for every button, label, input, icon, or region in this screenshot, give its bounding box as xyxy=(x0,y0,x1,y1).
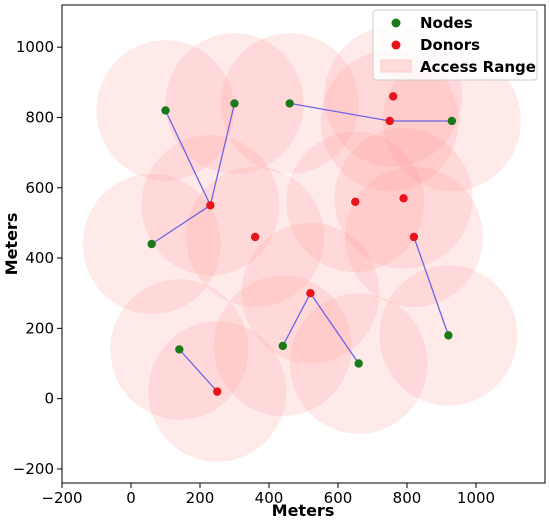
x-tick-label: 1000 xyxy=(457,489,495,507)
node-point xyxy=(278,341,287,351)
x-tick-label: 400 xyxy=(255,489,284,507)
y-tick-label: 600 xyxy=(25,179,54,197)
node-point xyxy=(354,359,363,368)
node-point xyxy=(175,345,184,354)
legend: Nodes Donors Access Range xyxy=(372,9,538,81)
link-line xyxy=(164,110,211,206)
x-tick-label: 600 xyxy=(324,489,353,507)
donor-point xyxy=(399,194,408,203)
donor-point xyxy=(351,197,360,207)
y-axis: −200 0 200 400 600 800 1000 xyxy=(13,38,62,478)
link-line xyxy=(178,349,218,393)
x-axis-title: Meters xyxy=(272,501,335,520)
node-point xyxy=(147,239,156,249)
legend-label-access-range: Access Range xyxy=(420,58,536,76)
access-range-layer xyxy=(82,26,521,462)
donor-point xyxy=(389,92,398,101)
node-point xyxy=(447,116,457,126)
donor-point xyxy=(206,201,215,210)
link-line xyxy=(209,103,236,206)
link-layer xyxy=(151,102,452,393)
point-layer xyxy=(147,92,457,396)
y-tick-label: 400 xyxy=(25,249,54,267)
link-line xyxy=(282,292,311,347)
node-point xyxy=(285,99,294,108)
legend-marker-access-range xyxy=(380,59,412,73)
plot-frame xyxy=(61,4,546,484)
x-tick-label: 200 xyxy=(186,489,215,507)
y-tick-label: 1000 xyxy=(16,38,54,56)
legend-label-nodes: Nodes xyxy=(420,14,473,32)
y-tick-label: 800 xyxy=(25,108,54,126)
link-line xyxy=(151,204,211,245)
y-tick-label: 0 xyxy=(44,390,54,408)
y-axis-title: Meters xyxy=(2,213,21,276)
y-tick-label: −200 xyxy=(13,460,54,478)
x-tick-label: −200 xyxy=(41,489,82,507)
donor-point xyxy=(213,387,222,396)
legend-box xyxy=(372,9,538,81)
x-axis: −200 0 200 400 600 800 1000 xyxy=(41,483,495,507)
legend-marker-donors xyxy=(391,40,401,50)
donor-point xyxy=(385,116,394,126)
node-point xyxy=(444,331,453,340)
link-line xyxy=(413,236,450,336)
legend-label-donors: Donors xyxy=(420,36,480,54)
node-point xyxy=(161,106,170,115)
donor-point xyxy=(306,289,315,298)
x-tick-label: 800 xyxy=(393,489,422,507)
node-point xyxy=(230,99,239,108)
link-line xyxy=(289,102,390,122)
donor-point xyxy=(409,232,419,242)
x-tick-label: 0 xyxy=(126,489,136,507)
link-line xyxy=(309,292,360,364)
y-tick-label: 200 xyxy=(25,319,54,337)
donor-point xyxy=(251,232,260,242)
legend-marker-nodes xyxy=(391,18,401,28)
